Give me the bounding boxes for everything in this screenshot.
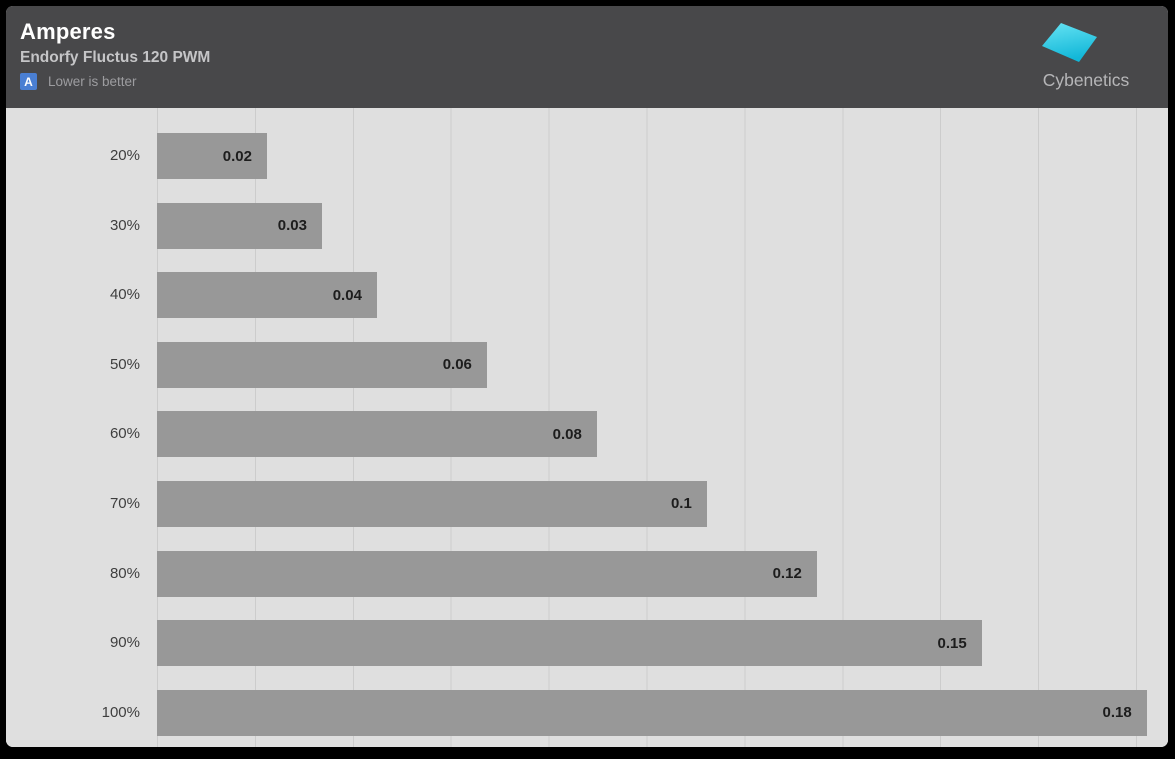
category-label: 90% (109, 634, 140, 652)
bar: 0.18 (157, 689, 1147, 736)
cybenetics-logo: Cybenetics (1032, 18, 1144, 96)
lower-is-better-note: Lower is better (48, 74, 137, 89)
chart-row: 20% 0.02 (6, 133, 1168, 203)
plot-cell: 0.15 (157, 620, 1168, 667)
value-label: 0.06 (442, 356, 472, 374)
chart-row: 30% 0.03 (6, 202, 1168, 273)
bar: 0.02 (157, 133, 267, 179)
plot-cell: 0.02 (157, 133, 1168, 179)
plot-cell: 0.04 (157, 272, 1168, 319)
bar: 0.06 (157, 341, 487, 388)
chart-header: Amperes Endorfy Fluctus 120 PWM A Lower … (6, 6, 1168, 108)
category-label: 60% (109, 425, 140, 443)
chart-row: 90% 0.15 (6, 620, 1168, 690)
category-label: 20% (109, 147, 140, 164)
category-label: 50% (109, 355, 140, 373)
value-label: 0.1 (670, 495, 692, 513)
category-label: 100% (101, 703, 140, 721)
bar: 0.15 (157, 620, 982, 667)
chart-row: 80% 0.12 (6, 550, 1168, 621)
chart-rows: 20% 0.02 30% 0.03 40% 0.04 50% 0.06 60% 0.08 70% 0.… (6, 133, 1168, 747)
chart-row: 60% 0.08 (6, 411, 1168, 481)
chart-subtitle: Endorfy Fluctus 120 PWM (20, 49, 211, 66)
chart-row: 70% 0.1 (6, 480, 1168, 551)
value-label: 0.04 (332, 286, 362, 304)
category-label: 70% (109, 494, 140, 512)
value-label: 0.18 (1102, 704, 1132, 722)
bar: 0.04 (157, 272, 377, 319)
amperes-unit-badge: A (20, 73, 37, 90)
chart-title: Amperes (20, 19, 116, 44)
plot-cell: 0.12 (157, 550, 1168, 597)
chart-row: 100% 0.18 (6, 689, 1168, 747)
note-row: A Lower is better (20, 73, 1168, 90)
value-label: 0.03 (277, 217, 307, 235)
value-label: 0.15 (937, 634, 967, 652)
bar: 0.12 (157, 550, 817, 597)
value-label: 0.12 (772, 565, 802, 583)
cybenetics-logo-text: Cybenetics (1043, 70, 1130, 90)
plot-cell: 0.18 (157, 689, 1168, 736)
bar: 0.08 (157, 411, 597, 458)
value-label: 0.02 (222, 147, 252, 165)
plot-cell: 0.08 (157, 411, 1168, 458)
category-label: 40% (109, 286, 140, 304)
category-label: 80% (109, 564, 140, 582)
category-label: 30% (109, 216, 140, 234)
plot-cell: 0.03 (157, 202, 1168, 249)
bar: 0.1 (157, 480, 707, 527)
bar: 0.03 (157, 202, 322, 249)
chart-row: 40% 0.04 (6, 272, 1168, 342)
bar-chart: 20% 0.02 30% 0.03 40% 0.04 50% 0.06 60% 0.08 70% 0.… (6, 108, 1168, 747)
plot-cell: 0.06 (157, 341, 1168, 388)
value-label: 0.08 (552, 425, 582, 443)
chart-row: 50% 0.06 (6, 341, 1168, 412)
logo-parallelogram (1042, 23, 1097, 62)
plot-cell: 0.1 (157, 480, 1168, 527)
cybenetics-logo-icon: Cybenetics (1042, 23, 1130, 90)
chart-card: Amperes Endorfy Fluctus 120 PWM A Lower … (6, 6, 1168, 747)
